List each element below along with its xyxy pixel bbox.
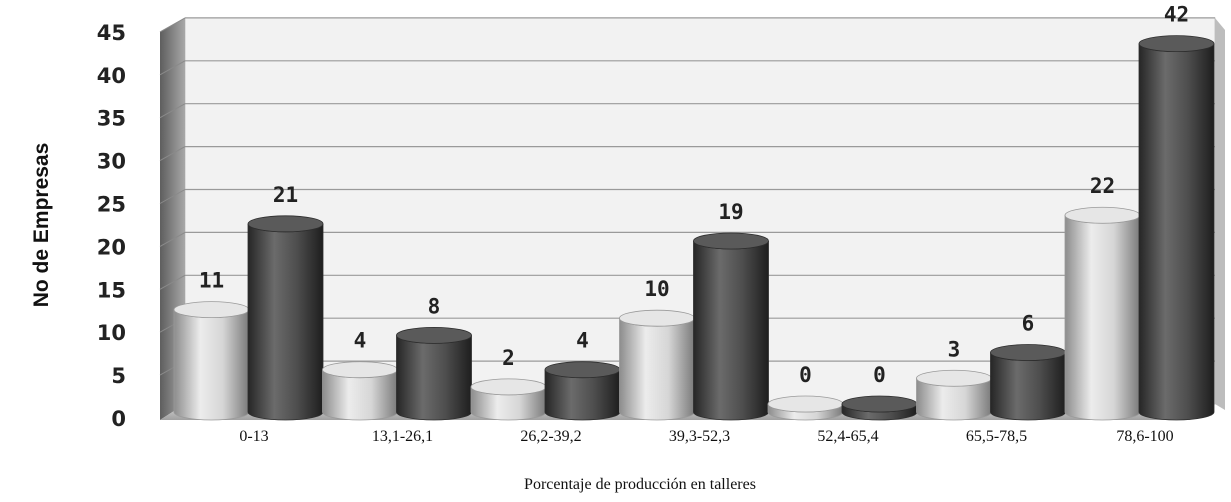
bar	[693, 232, 769, 421]
bar-cap	[767, 395, 844, 413]
bar-cap	[322, 361, 398, 379]
x-tick-label: 39,3-52,3	[669, 428, 730, 445]
x-tick-label: 26,2-39,2	[520, 428, 581, 445]
bar-body	[1138, 43, 1215, 421]
data-label: 21	[273, 183, 298, 207]
y-tick-label: 25	[97, 193, 126, 217]
x-tick-label: 0-13	[239, 428, 268, 445]
y-tick-label: 20	[97, 235, 126, 259]
data-label: 0	[873, 363, 886, 387]
bar	[173, 301, 250, 421]
y-axis-title: No de Empresas	[30, 143, 53, 308]
bars	[173, 35, 1215, 421]
y-tick-label: 40	[97, 64, 126, 88]
bar	[544, 361, 621, 421]
bar-body	[173, 309, 250, 421]
bar	[841, 395, 918, 421]
y-tick-label: 35	[97, 107, 126, 131]
bar	[916, 369, 992, 421]
data-label: 19	[718, 200, 743, 224]
y-tick-label: 0	[111, 407, 126, 431]
bar-cap	[247, 215, 324, 233]
gridline-side	[159, 146, 186, 162]
data-label: 4	[354, 329, 367, 353]
bar-body	[1064, 215, 1141, 421]
gridline-side	[159, 274, 186, 290]
gridline-side	[159, 60, 186, 76]
bar	[396, 326, 472, 421]
gridline-side	[159, 103, 186, 119]
gridline-side	[159, 17, 186, 33]
bar	[619, 309, 695, 421]
bar-body	[990, 352, 1066, 421]
x-tick-labels: 0-13 13,1-26,1 26,2-39,2 39,3-52,3 52,4-65,4…	[239, 428, 1173, 445]
x-axis-title: Porcentaje de producción en talleres	[524, 476, 756, 493]
data-label: 6	[1022, 312, 1035, 336]
bar-cap	[916, 369, 992, 387]
bar-cap	[1138, 35, 1215, 53]
bar-cap	[619, 309, 695, 327]
bar-cap	[470, 378, 547, 396]
x-tick-label: 52,4-65,4	[817, 428, 878, 445]
y-tick-label: 45	[97, 21, 126, 45]
bar-cap	[1064, 206, 1141, 224]
y-tick-label: 30	[97, 150, 126, 174]
bar-cap	[693, 232, 769, 250]
bar	[247, 215, 324, 421]
data-label: 2	[502, 346, 515, 370]
data-label: 4	[576, 329, 589, 353]
y-tick-labels: 0 5 10 15 20 25 30 35 40 45	[97, 21, 126, 431]
gridline-side	[159, 189, 186, 204]
bar-cap	[396, 326, 472, 344]
x-tick-label: 65,5-78,5	[966, 428, 1027, 445]
bar-body	[247, 223, 324, 421]
data-label: 3	[948, 337, 961, 361]
bar-body	[619, 318, 695, 421]
data-label: 22	[1090, 174, 1115, 198]
bar-body	[396, 335, 472, 421]
right-edge	[1215, 18, 1225, 410]
bar	[470, 378, 547, 421]
data-label: 0	[799, 363, 812, 387]
bar	[767, 395, 844, 421]
bar-cap	[990, 344, 1066, 361]
bar-cap	[841, 395, 918, 413]
bar-cap	[544, 361, 621, 379]
bar	[322, 361, 398, 421]
bar	[1138, 35, 1215, 421]
bar	[1064, 206, 1141, 421]
bar-cap	[173, 301, 250, 319]
y-tick-label: 15	[97, 278, 126, 302]
gridline-side	[159, 231, 186, 247]
data-label: 10	[644, 277, 669, 301]
data-label: 11	[199, 269, 224, 293]
bar-body	[693, 240, 769, 421]
y-tick-label: 10	[97, 321, 126, 345]
x-tick-label: 78,6-100	[1116, 428, 1173, 445]
data-labels: 11 21 4 8 2 4 10 19 0 0 3 6 22 42	[199, 3, 1189, 387]
x-tick-label: 13,1-26,1	[372, 428, 433, 445]
data-label: 8	[428, 294, 441, 318]
data-label: 42	[1164, 3, 1189, 27]
bar	[990, 344, 1066, 421]
y-tick-label: 5	[111, 364, 126, 388]
